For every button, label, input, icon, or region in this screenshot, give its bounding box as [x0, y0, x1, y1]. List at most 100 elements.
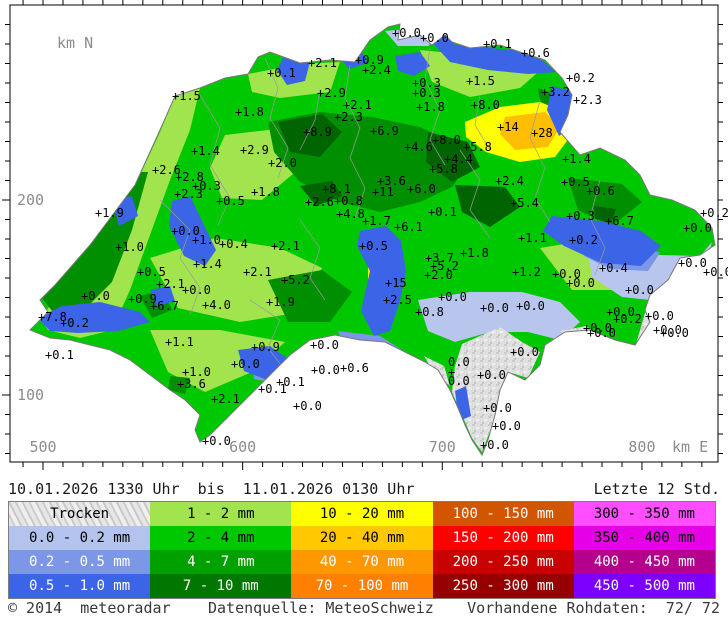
legend-cell: 1 - 2 mm: [150, 502, 292, 526]
precip-value-label: +0.4: [599, 261, 628, 275]
axis-labels: 500 600 700 800 200 100 km N km E: [17, 34, 708, 456]
legend-cell: 300 - 350 mm: [573, 502, 715, 526]
precip-value-label: +0.0: [293, 399, 322, 413]
precip-value-label: +0.2: [566, 71, 595, 85]
precip-value-label: +0.0: [480, 301, 509, 315]
precip-value-label: +1.4: [562, 152, 591, 166]
precip-value-label: +2.1: [271, 239, 300, 253]
x-axis-tick-label: 600: [229, 438, 256, 456]
precip-value-label: +1.8: [235, 105, 264, 119]
legend-cell: 0.5 - 1.0 mm: [9, 574, 151, 598]
legend-cell: 0.2 - 0.5 mm: [9, 550, 151, 574]
precip-value-label: +0.0: [310, 338, 339, 352]
precip-value-label: +0.4: [219, 237, 248, 251]
precip-value-label: +3.2: [541, 85, 570, 99]
precip-value-label: +2.1: [156, 277, 185, 291]
precip-value-label: +0.0: [625, 283, 654, 297]
precip-value-label: +0.6: [586, 184, 615, 198]
precip-value-label: +0.3: [412, 86, 441, 100]
y-axis-tick-label: 100: [17, 386, 44, 404]
precip-value-label: +6.7: [150, 299, 179, 313]
precip-value-label: +0.6: [340, 361, 369, 375]
precip-value-label: +2.6: [305, 195, 334, 209]
precip-value-label: +2.3: [573, 93, 602, 107]
precip-value-label: +2.1: [343, 98, 372, 112]
precip-value-label: +0.0: [182, 283, 211, 297]
precip-value-label: +0.6: [521, 46, 550, 60]
precip-value-label: +2.0: [268, 156, 297, 170]
precip-value-label: +1.0: [192, 233, 221, 247]
legend-cell: 100 - 150 mm: [432, 502, 574, 526]
precip-value-label: +0.0: [438, 290, 467, 304]
precip-value-label: +2.1: [211, 392, 240, 406]
legend-cell: 4 - 7 mm: [150, 550, 292, 574]
precip-value-label: +0.1: [483, 37, 512, 51]
period-row: 10.01.2026 1330 Uhr bis 11.01.2026 0130 …: [8, 478, 720, 499]
zone-7-10mm: [278, 114, 616, 227]
legend-cell: 7 - 10 mm: [150, 574, 292, 598]
precip-value-label: +28: [531, 126, 553, 140]
country-outline: [29, 23, 716, 457]
y-axis-unit-label: km N: [57, 34, 93, 52]
precip-value-label: +1.9: [95, 206, 124, 220]
legend-cell: 250 - 300 mm: [432, 574, 574, 598]
precip-value-label: +2.4: [495, 174, 524, 188]
precip-value-label: +0.1: [45, 348, 74, 362]
x-axis-tick-label: 700: [429, 438, 456, 456]
precip-value-label: +0.2: [700, 206, 728, 220]
precip-value-label: +0.8: [415, 305, 444, 319]
precip-value-label: +11: [372, 185, 394, 199]
period-text: 10.01.2026 1330 Uhr bis 11.01.2026 0130 …: [8, 479, 415, 498]
precip-value-label: +0.1: [428, 205, 457, 219]
y-axis-tick-label: 200: [17, 191, 44, 209]
precip-value-label: +15: [385, 276, 407, 290]
precip-value-label: +5.8: [463, 140, 492, 154]
precip-value-label: +0.8: [334, 194, 363, 208]
legend-cell: 2 - 4 mm: [150, 526, 292, 550]
precip-value-label: +0.5: [359, 239, 388, 253]
precip-value-label: +6.7: [605, 214, 634, 228]
legend-cell: 40 - 70 mm: [291, 550, 433, 574]
precip-value-label: +0.0: [583, 321, 612, 335]
precip-value-label: +0.0: [420, 31, 449, 45]
precip-value-label: +0.5: [561, 175, 590, 189]
precip-value-label: +1.8: [416, 100, 445, 114]
precip-value-label: +8.0: [432, 133, 461, 147]
precip-value-label: +2.3: [334, 110, 363, 124]
precip-value-label: 0.0: [448, 374, 470, 388]
legend-cell: 450 - 500 mm: [573, 574, 715, 598]
precip-value-label: +5.4: [510, 196, 539, 210]
precipitation-value-labels: +0.0 +0.0 +0.1+0.6+0.9+2.4+0.1+2.1+0.2+1.5…: [38, 26, 728, 452]
precip-value-label: +0.0: [480, 438, 509, 452]
precip-value-label: +0.0: [678, 256, 707, 270]
precip-value-label: +0.9: [355, 53, 384, 67]
precip-value-label: +0.0: [587, 326, 616, 340]
precip-value-label: +5.2: [281, 273, 310, 287]
footer-row: © 2014 meteoradar Datenquelle: MeteoSchw…: [0, 599, 728, 618]
precip-value-label: +6.0: [407, 182, 436, 196]
legend-cell: 400 - 450 mm: [573, 550, 715, 574]
precip-value-label: +0.9: [251, 340, 280, 354]
precip-value-label: +2.8: [175, 170, 204, 184]
precip-value-label: +4.0: [202, 298, 231, 312]
precip-value-label: +2.9: [240, 143, 269, 157]
precip-value-label: +1.7: [362, 214, 391, 228]
legend-cell: Trocken: [9, 502, 151, 526]
raw-data-status: Vorhandene Rohdaten: 72/ 72: [467, 599, 720, 617]
precip-value-label: +3.6: [377, 174, 406, 188]
precip-value-label: +4.6: [404, 140, 433, 154]
precip-value-label: +0.0: [660, 326, 689, 340]
legend-cell: 70 - 100 mm: [291, 574, 433, 598]
precip-value-label: +0.3: [192, 179, 221, 193]
precip-value-label: +0.0: [492, 419, 521, 433]
x-axis-tick-label: 800: [628, 438, 655, 456]
precip-value-label: +8.0: [471, 98, 500, 112]
precip-value-label: +1.1: [165, 335, 194, 349]
precip-value-label: +1.4: [193, 257, 222, 271]
precip-value-label: +0.0: [171, 224, 200, 238]
precip-value-label: +1.0: [115, 240, 144, 254]
precip-value-label: +2.4: [362, 63, 391, 77]
precip-value-label: +0.2: [569, 233, 598, 247]
precip-value-label: +6.1: [394, 220, 423, 234]
precip-value-label: +2.0: [424, 268, 453, 282]
